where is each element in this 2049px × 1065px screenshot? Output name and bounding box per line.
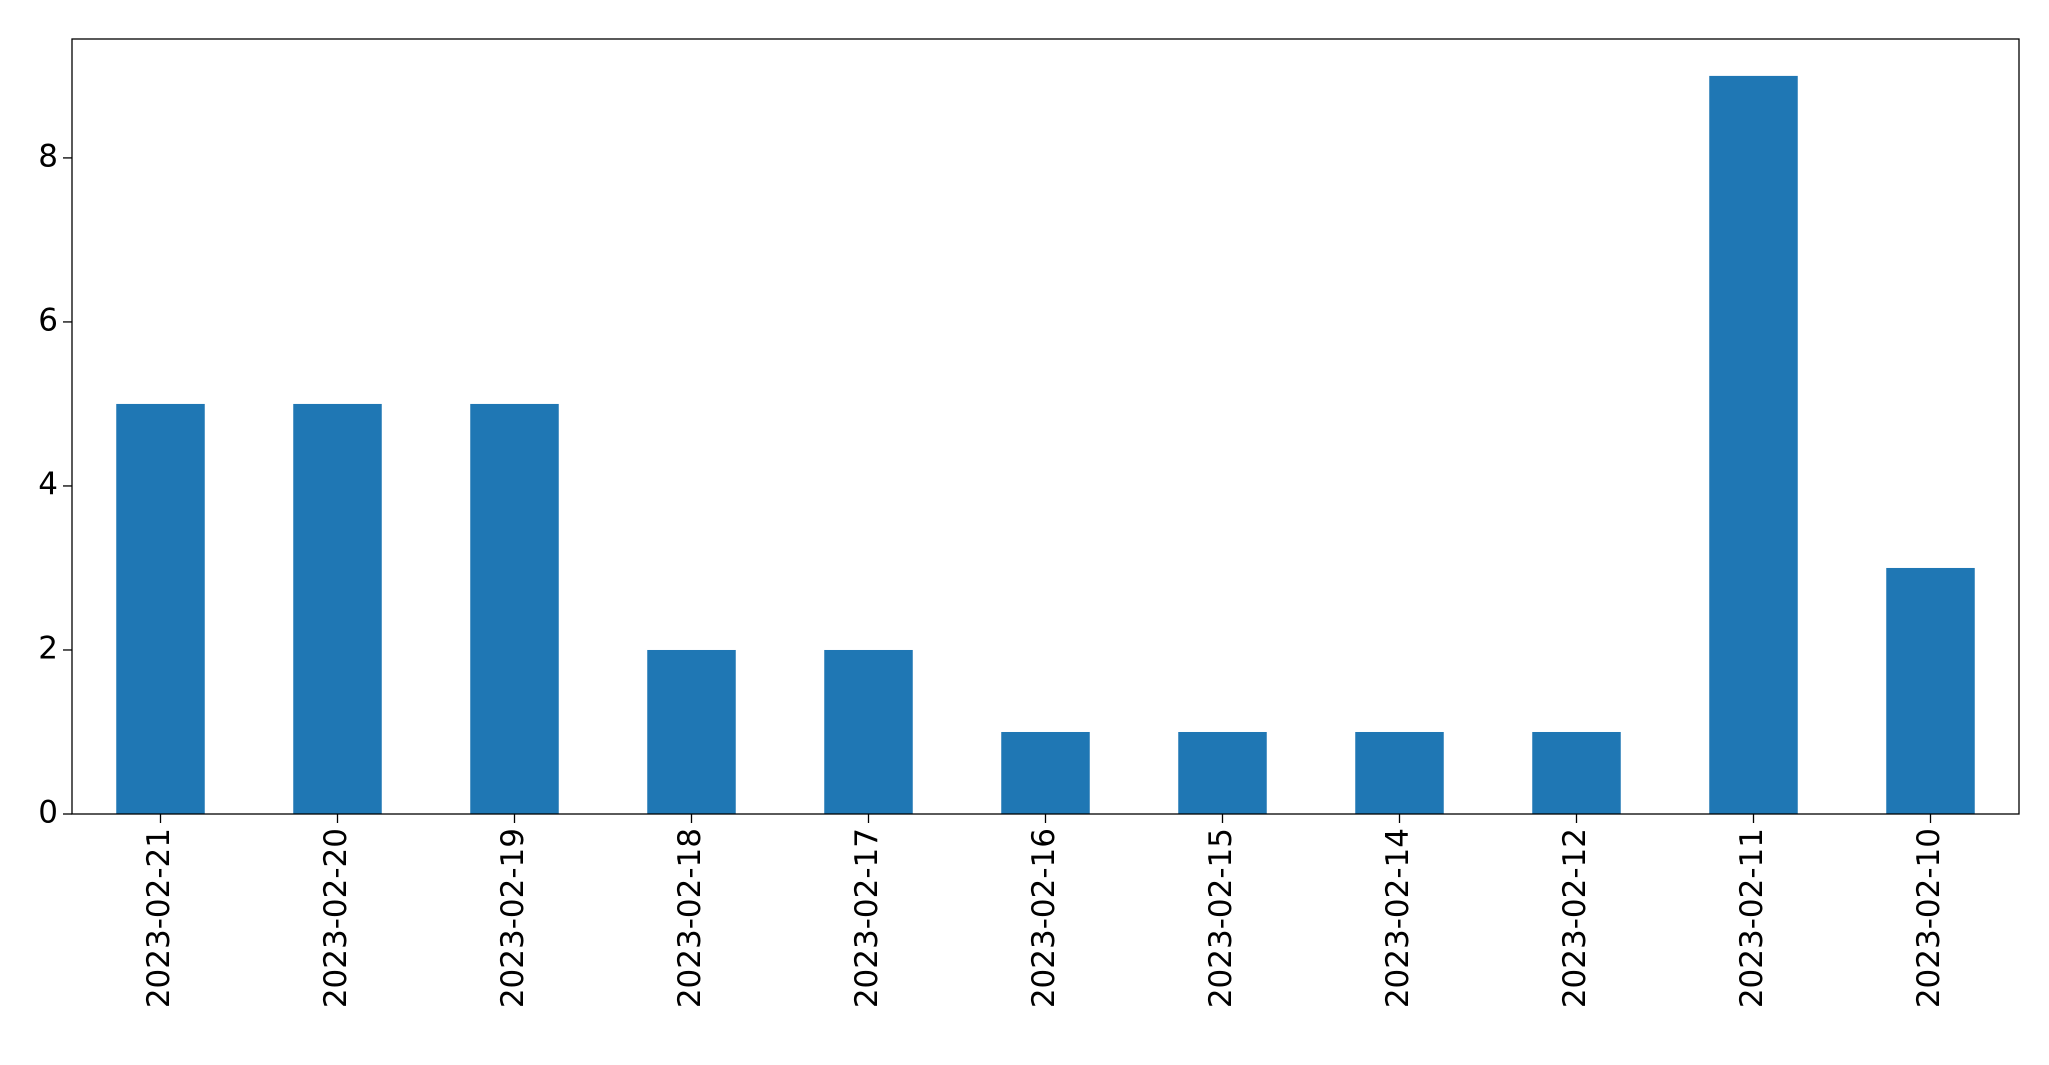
x-tick-label: 2023-02-19 — [495, 828, 531, 1008]
x-tick-label: 2023-02-18 — [672, 828, 708, 1008]
bar — [1532, 731, 1621, 814]
y-tick-label: 6 — [38, 302, 58, 338]
y-tick-label: 8 — [38, 138, 58, 174]
x-tick-label: 2023-02-16 — [1026, 828, 1062, 1008]
bar — [293, 403, 382, 814]
bar — [1709, 75, 1798, 814]
x-tick-label: 2023-02-14 — [1380, 828, 1416, 1008]
bar — [1886, 567, 1975, 814]
y-tick-label: 0 — [38, 795, 58, 831]
bar — [647, 649, 736, 814]
bar — [1178, 731, 1267, 814]
x-tick-label: 2023-02-11 — [1734, 828, 1770, 1008]
y-tick-label: 4 — [38, 466, 58, 502]
x-tick-label: 2023-02-10 — [1911, 828, 1947, 1008]
y-tick-label: 2 — [38, 630, 58, 666]
x-tick-label: 2023-02-17 — [849, 828, 885, 1008]
bar — [1355, 731, 1444, 814]
x-tick-label: 2023-02-12 — [1557, 828, 1593, 1008]
bar — [824, 649, 913, 814]
x-tick-label: 2023-02-21 — [141, 828, 177, 1008]
bar — [116, 403, 205, 814]
plot-frame — [71, 38, 2020, 815]
bar — [1001, 731, 1090, 814]
bar — [470, 403, 559, 814]
x-tick-label: 2023-02-20 — [318, 828, 354, 1008]
x-tick-label: 2023-02-15 — [1203, 828, 1239, 1008]
